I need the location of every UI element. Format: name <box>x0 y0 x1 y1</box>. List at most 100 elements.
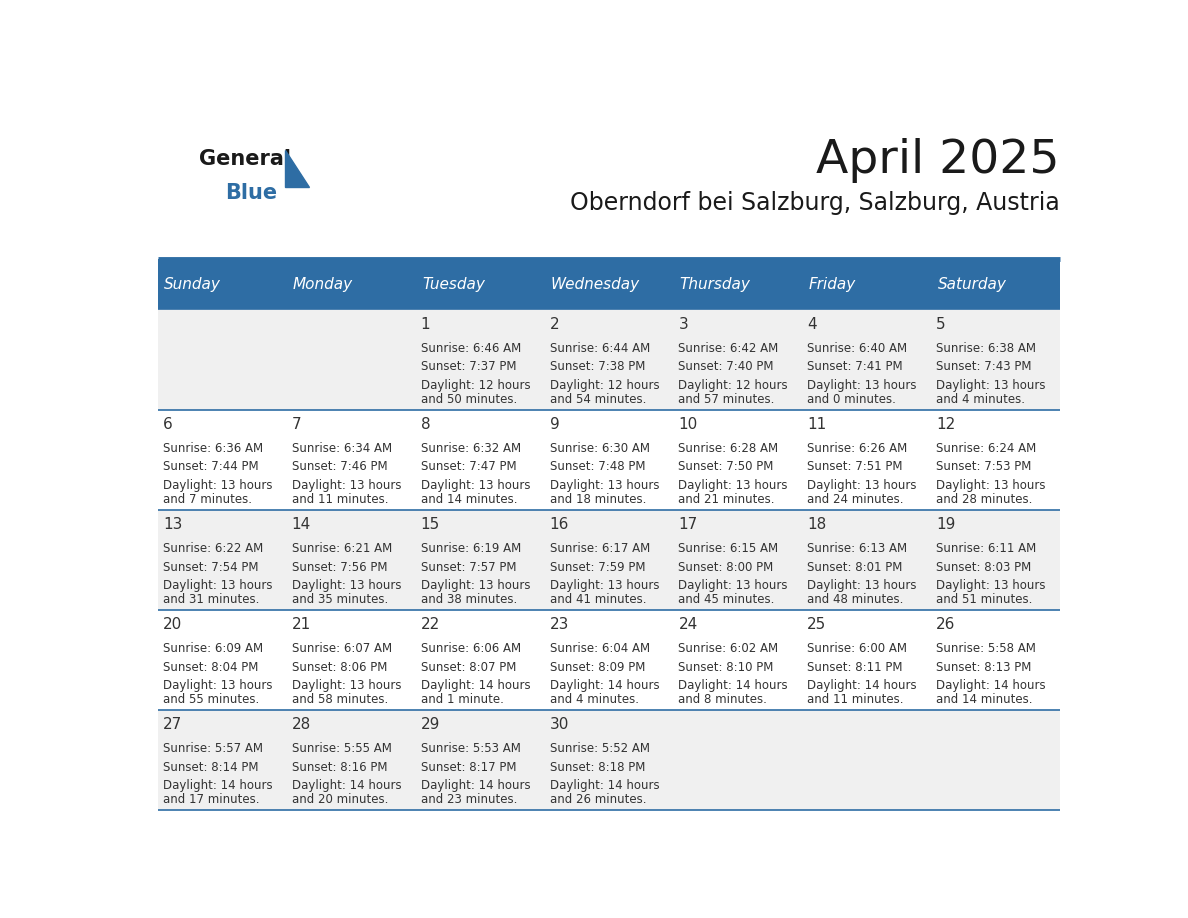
Text: Daylight: 13 hours: Daylight: 13 hours <box>421 579 530 592</box>
Text: Sunset: 8:17 PM: Sunset: 8:17 PM <box>421 761 516 774</box>
Text: Sunrise: 5:55 AM: Sunrise: 5:55 AM <box>292 743 392 756</box>
Text: and 26 minutes.: and 26 minutes. <box>550 793 646 806</box>
Text: 3: 3 <box>678 317 688 331</box>
Text: 4: 4 <box>808 317 817 331</box>
Text: and 55 minutes.: and 55 minutes. <box>163 693 259 706</box>
Bar <box>674 710 802 810</box>
Text: Sunrise: 6:06 AM: Sunrise: 6:06 AM <box>421 643 520 655</box>
Bar <box>802 409 931 509</box>
Text: Sunset: 7:40 PM: Sunset: 7:40 PM <box>678 361 773 374</box>
Text: Daylight: 13 hours: Daylight: 13 hours <box>808 379 917 392</box>
Text: 23: 23 <box>550 617 569 632</box>
Text: Sunset: 8:00 PM: Sunset: 8:00 PM <box>678 561 773 574</box>
Text: Sunset: 8:06 PM: Sunset: 8:06 PM <box>292 661 387 674</box>
Bar <box>802 610 931 710</box>
Text: Sunrise: 6:30 AM: Sunrise: 6:30 AM <box>550 442 650 455</box>
Text: Oberndorf bei Salzburg, Salzburg, Austria: Oberndorf bei Salzburg, Salzburg, Austri… <box>570 192 1060 216</box>
Bar <box>544 259 674 309</box>
Text: Sunset: 8:07 PM: Sunset: 8:07 PM <box>421 661 516 674</box>
Text: Sunset: 7:41 PM: Sunset: 7:41 PM <box>808 361 903 374</box>
Bar <box>286 710 416 810</box>
Text: Sunset: 8:04 PM: Sunset: 8:04 PM <box>163 661 258 674</box>
Text: and 4 minutes.: and 4 minutes. <box>550 693 639 706</box>
Text: Daylight: 14 hours: Daylight: 14 hours <box>936 679 1045 692</box>
Bar <box>416 259 544 309</box>
Text: and 18 minutes.: and 18 minutes. <box>550 493 646 506</box>
Text: and 54 minutes.: and 54 minutes. <box>550 393 646 406</box>
Bar <box>931 259 1060 309</box>
Text: Sunrise: 6:42 AM: Sunrise: 6:42 AM <box>678 342 778 355</box>
Text: and 20 minutes.: and 20 minutes. <box>292 793 388 806</box>
Text: Daylight: 14 hours: Daylight: 14 hours <box>678 679 788 692</box>
Text: and 4 minutes.: and 4 minutes. <box>936 393 1025 406</box>
Text: and 0 minutes.: and 0 minutes. <box>808 393 896 406</box>
Bar <box>931 409 1060 509</box>
Text: 15: 15 <box>421 517 440 532</box>
Bar <box>158 509 286 610</box>
Text: Daylight: 13 hours: Daylight: 13 hours <box>808 579 917 592</box>
Text: and 14 minutes.: and 14 minutes. <box>421 493 517 506</box>
Text: Sunrise: 6:38 AM: Sunrise: 6:38 AM <box>936 342 1036 355</box>
Text: 27: 27 <box>163 717 182 732</box>
Text: Sunset: 8:14 PM: Sunset: 8:14 PM <box>163 761 258 774</box>
Bar <box>416 710 544 810</box>
Bar <box>674 509 802 610</box>
Bar <box>674 309 802 409</box>
Text: 26: 26 <box>936 617 955 632</box>
Text: and 35 minutes.: and 35 minutes. <box>292 593 388 606</box>
Text: Daylight: 13 hours: Daylight: 13 hours <box>292 579 402 592</box>
Text: Daylight: 13 hours: Daylight: 13 hours <box>550 479 659 492</box>
Bar <box>286 509 416 610</box>
Text: Sunset: 7:48 PM: Sunset: 7:48 PM <box>550 461 645 474</box>
Text: Sunrise: 6:15 AM: Sunrise: 6:15 AM <box>678 543 778 555</box>
Text: 19: 19 <box>936 517 955 532</box>
Bar <box>158 409 286 509</box>
Text: and 57 minutes.: and 57 minutes. <box>678 393 775 406</box>
Text: and 58 minutes.: and 58 minutes. <box>292 693 388 706</box>
Bar <box>416 509 544 610</box>
Text: 29: 29 <box>421 717 440 732</box>
Text: Daylight: 13 hours: Daylight: 13 hours <box>292 679 402 692</box>
Text: Daylight: 13 hours: Daylight: 13 hours <box>808 479 917 492</box>
Text: Daylight: 13 hours: Daylight: 13 hours <box>550 579 659 592</box>
Text: Thursday: Thursday <box>680 276 751 292</box>
Text: Sunset: 7:46 PM: Sunset: 7:46 PM <box>292 461 387 474</box>
Text: and 14 minutes.: and 14 minutes. <box>936 693 1032 706</box>
Bar <box>544 309 674 409</box>
Text: and 28 minutes.: and 28 minutes. <box>936 493 1032 506</box>
Text: Sunrise: 6:11 AM: Sunrise: 6:11 AM <box>936 543 1036 555</box>
Text: Sunrise: 6:00 AM: Sunrise: 6:00 AM <box>808 643 908 655</box>
Text: 28: 28 <box>292 717 311 732</box>
Text: and 23 minutes.: and 23 minutes. <box>421 793 517 806</box>
Text: 17: 17 <box>678 517 697 532</box>
Text: Saturday: Saturday <box>937 276 1006 292</box>
Text: Sunrise: 6:04 AM: Sunrise: 6:04 AM <box>550 643 650 655</box>
Text: 14: 14 <box>292 517 311 532</box>
Text: 20: 20 <box>163 617 182 632</box>
Bar <box>416 409 544 509</box>
Text: Monday: Monday <box>293 276 353 292</box>
Text: 18: 18 <box>808 517 827 532</box>
Text: Sunset: 7:47 PM: Sunset: 7:47 PM <box>421 461 517 474</box>
Text: Wednesday: Wednesday <box>551 276 640 292</box>
Text: Daylight: 13 hours: Daylight: 13 hours <box>292 479 402 492</box>
Text: Sunset: 8:03 PM: Sunset: 8:03 PM <box>936 561 1031 574</box>
Bar <box>802 259 931 309</box>
Text: Sunset: 8:09 PM: Sunset: 8:09 PM <box>550 661 645 674</box>
Text: and 8 minutes.: and 8 minutes. <box>678 693 767 706</box>
Text: and 38 minutes.: and 38 minutes. <box>421 593 517 606</box>
Bar <box>286 259 416 309</box>
Text: 13: 13 <box>163 517 182 532</box>
Text: 21: 21 <box>292 617 311 632</box>
Text: Sunset: 7:50 PM: Sunset: 7:50 PM <box>678 461 773 474</box>
Text: and 1 minute.: and 1 minute. <box>421 693 504 706</box>
Bar <box>931 509 1060 610</box>
Bar <box>931 610 1060 710</box>
Text: Sunset: 8:01 PM: Sunset: 8:01 PM <box>808 561 903 574</box>
Text: Sunrise: 6:09 AM: Sunrise: 6:09 AM <box>163 643 263 655</box>
Bar <box>286 409 416 509</box>
Text: Daylight: 13 hours: Daylight: 13 hours <box>936 379 1045 392</box>
Text: Sunrise: 6:22 AM: Sunrise: 6:22 AM <box>163 543 263 555</box>
Text: Sunrise: 6:44 AM: Sunrise: 6:44 AM <box>550 342 650 355</box>
Text: Daylight: 12 hours: Daylight: 12 hours <box>678 379 788 392</box>
